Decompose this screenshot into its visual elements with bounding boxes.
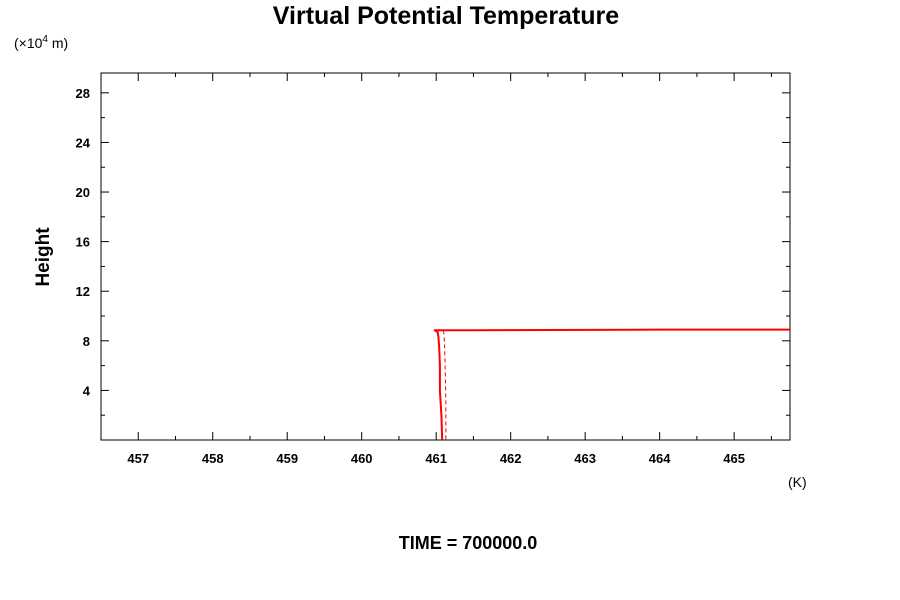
- x-tick-label: 465: [723, 451, 745, 466]
- chart-title: Virtual Potential Temperature: [273, 2, 619, 30]
- series-layer: [433, 328, 790, 440]
- y-tick-label: 28: [76, 86, 90, 101]
- y-tick-label: 8: [83, 334, 90, 349]
- axis-ticks: 457 458 459 460 461 462 463 464 465 4 8 12 16 20 24 28: [76, 73, 790, 466]
- x-tick-label: 464: [649, 451, 671, 466]
- y-tick-label: 20: [76, 185, 90, 200]
- x-tick-label: 460: [351, 451, 373, 466]
- x-tick-label: 459: [276, 451, 298, 466]
- time-label: TIME = 700000.0: [399, 533, 538, 553]
- x-tick-label: 463: [574, 451, 596, 466]
- y-axis-label: Height: [33, 227, 54, 287]
- y-tick-label: 24: [76, 135, 91, 150]
- plot-area: [100, 72, 791, 441]
- x-tick-label: 461: [425, 451, 447, 466]
- series-line-solid: [433, 328, 790, 440]
- x-unit-label: (K): [788, 474, 807, 490]
- x-tick-label: 457: [127, 451, 149, 466]
- y-tick-label: 16: [76, 235, 90, 250]
- x-tick-label: 462: [500, 451, 522, 466]
- y-tick-label: 12: [76, 284, 90, 299]
- series-line-dashed: [443, 330, 447, 440]
- y-tick-label: 4: [83, 383, 91, 398]
- x-tick-label: 458: [202, 451, 224, 466]
- y-unit-label: (×104 m): [14, 34, 68, 51]
